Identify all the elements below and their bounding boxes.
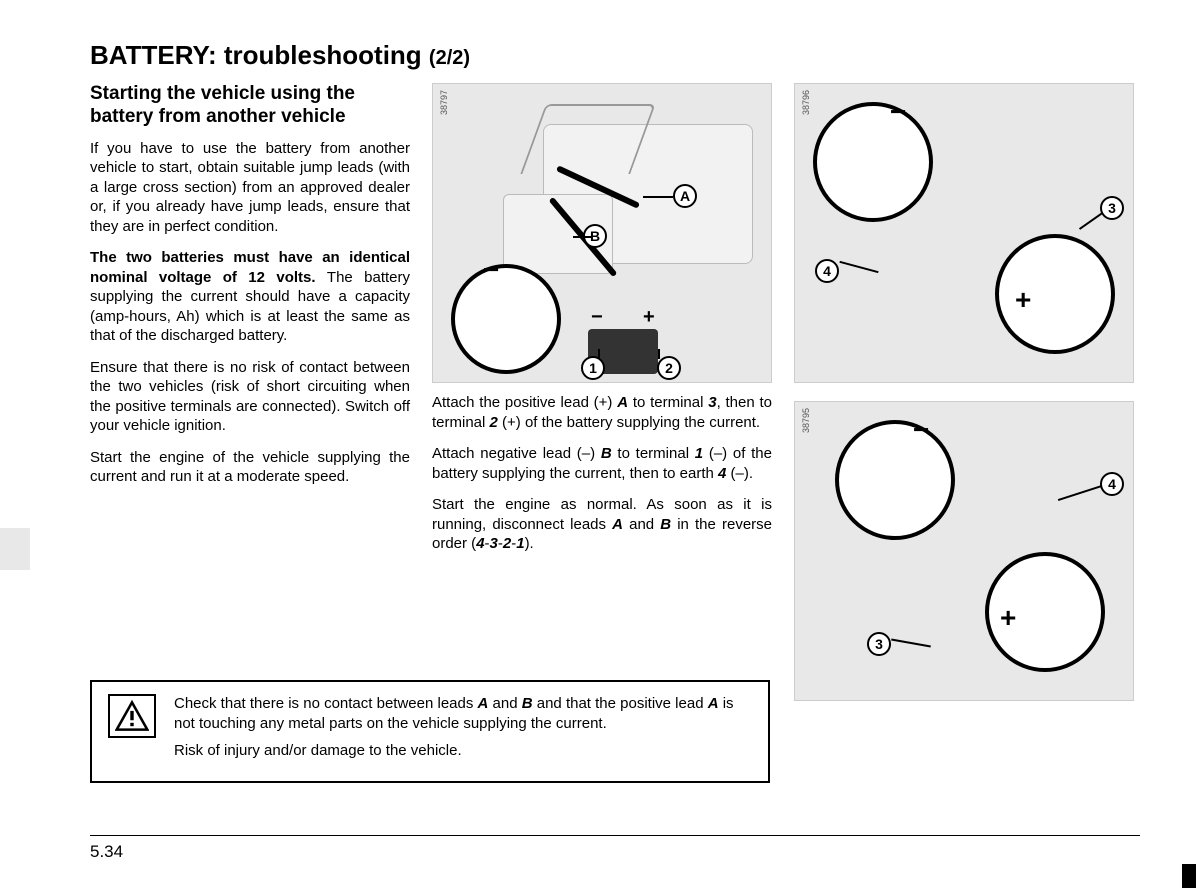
pos-terminal-detail (995, 234, 1115, 354)
crop-mark (1182, 864, 1196, 888)
callout-2: 2 (657, 356, 681, 380)
callout-4b-line (1058, 485, 1102, 501)
callout-3a-line (1079, 212, 1103, 230)
callout-3b: 3 (867, 632, 891, 656)
callout-B-line (573, 236, 591, 238)
title-sub: (2/2) (429, 47, 470, 69)
page-number-rule (90, 835, 1140, 836)
content-columns: Starting the vehicle using the battery f… (90, 83, 1150, 701)
instr-3: Start the engine as normal. As soon as i… (432, 495, 772, 554)
warning-box: Check that there is no contact between l… (90, 680, 770, 783)
figure-vehicle-leads: 38797 − − + A B 1 2 (432, 83, 772, 383)
callout-4a-line (839, 261, 878, 273)
plus-sign-2: + (1015, 284, 1031, 316)
column-left: Starting the vehicle using the battery f… (90, 83, 410, 499)
page-number: 5.34 (90, 842, 1140, 862)
minus-sign-2: − (890, 96, 906, 128)
para-4: Start the engine of the vehicle supplyin… (90, 448, 410, 487)
callout-A: A (673, 184, 697, 208)
para-2: The two batteries must have an identical… (90, 248, 410, 346)
neg-terminal-detail-b (835, 420, 955, 540)
terminal-detail (451, 264, 561, 374)
figure-id-2: 38796 (801, 90, 811, 115)
column-middle: 38797 − − + A B 1 2 (432, 83, 772, 566)
neg-terminal-detail (813, 102, 933, 222)
warning-p2: Risk of injury and/or damage to the vehi… (174, 741, 752, 761)
column-right: 38796 − + 3 4 38795 − + 4 3 (794, 83, 1134, 701)
figure-engine-top: 38796 − + 3 4 (794, 83, 1134, 383)
warning-wrap: Check that there is no contact between l… (90, 652, 770, 783)
figure-id-3: 38795 (801, 408, 811, 433)
page-title: BATTERY: troubleshooting (2/2) (90, 40, 1150, 71)
callout-1: 1 (581, 356, 605, 380)
plus-sign-3: + (1000, 602, 1016, 634)
instr-1: Attach the positive lead (+) A to termin… (432, 393, 772, 432)
callout-3b-line (891, 639, 931, 648)
figure-id: 38797 (439, 90, 449, 115)
callout-A-line (643, 196, 673, 198)
callout-2-line (658, 349, 660, 359)
callout-1-line (598, 349, 600, 359)
callout-4a: 4 (815, 259, 839, 283)
warning-p1: Check that there is no contact between l… (174, 694, 752, 733)
battery-plus: + (643, 306, 655, 329)
minus-sign-3: − (913, 414, 929, 446)
instr-2: Attach negative lead (–) B to terminal 1… (432, 444, 772, 483)
page-number-region: 5.34 (90, 827, 1140, 862)
warning-text: Check that there is no contact between l… (174, 694, 752, 769)
para-3: Ensure that there is no risk of contact … (90, 358, 410, 436)
manual-page: BATTERY: troubleshooting (2/2) Starting … (0, 0, 1200, 888)
title-main: BATTERY: troubleshooting (90, 40, 429, 70)
battery-minus: − (591, 306, 603, 329)
minus-sign: − (483, 254, 499, 286)
callout-3a: 3 (1100, 196, 1124, 220)
section-heading: Starting the vehicle using the battery f… (90, 83, 410, 129)
callout-4b: 4 (1100, 472, 1124, 496)
para-1: If you have to use the battery from anot… (90, 139, 410, 237)
figure-engine-bottom: 38795 − + 4 3 (794, 401, 1134, 701)
warning-icon (108, 694, 156, 738)
